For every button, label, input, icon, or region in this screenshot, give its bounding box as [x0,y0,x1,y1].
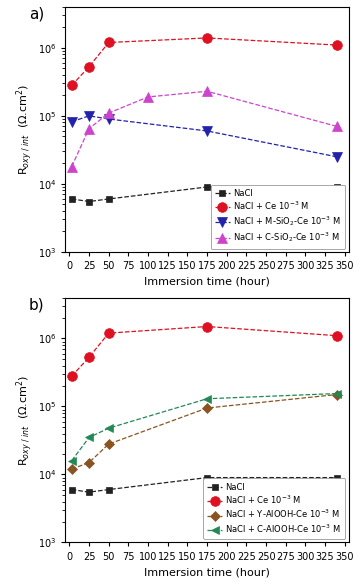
Line: NaCl + Ce 10$^{-3}$ M: NaCl + Ce 10$^{-3}$ M [67,322,342,381]
NaCl [205,183,209,190]
NaCl + Ce 10$^{-3}$ M [335,41,339,48]
NaCl + C-AlOOH-Ce 10$^{-3}$ M [87,434,91,441]
NaCl + Ce 10$^{-3}$ M [205,34,209,41]
NaCl + Y-AlOOH-Ce 10$^{-3}$ M [106,440,111,447]
NaCl [106,196,111,203]
Legend: NaCl, NaCl + Ce 10$^{-3}$ M, NaCl + M-SiO$_2$-Ce 10$^{-3}$ M, NaCl + C-SiO$_2$-C: NaCl, NaCl + Ce 10$^{-3}$ M, NaCl + M-Si… [211,185,345,249]
Y-axis label: R$_{oxy\ /\ int}$  ($\Omega$.cm$^2$): R$_{oxy\ /\ int}$ ($\Omega$.cm$^2$) [14,84,35,175]
NaCl [106,486,111,493]
Line: NaCl: NaCl [68,474,340,496]
NaCl + M-SiO$_2$-Ce 10$^{-3}$ M [106,116,111,123]
NaCl + M-SiO$_2$-Ce 10$^{-3}$ M [335,154,339,161]
Y-axis label: R$_{oxy\ /\ int}$  ($\Omega$.cm$^2$): R$_{oxy\ /\ int}$ ($\Omega$.cm$^2$) [14,374,35,465]
NaCl + Y-AlOOH-Ce 10$^{-3}$ M [87,459,91,466]
NaCl + Ce 10$^{-3}$ M [106,39,111,46]
NaCl + C-SiO$_2$-Ce 10$^{-3}$ M [146,93,150,100]
NaCl + Y-AlOOH-Ce 10$^{-3}$ M [70,465,74,472]
NaCl + C-AlOOH-Ce 10$^{-3}$ M [335,390,339,397]
NaCl [335,183,339,190]
NaCl [70,196,74,203]
Text: b): b) [29,298,44,312]
NaCl + Ce 10$^{-3}$ M [205,323,209,330]
NaCl + Ce 10$^{-3}$ M [87,63,91,70]
NaCl + M-SiO$_2$-Ce 10$^{-3}$ M [205,127,209,134]
NaCl [335,474,339,481]
NaCl [87,489,91,496]
NaCl [70,486,74,493]
NaCl [87,198,91,205]
NaCl + C-SiO$_2$-Ce 10$^{-3}$ M [106,110,111,117]
NaCl + Ce 10$^{-3}$ M [335,332,339,339]
NaCl + C-AlOOH-Ce 10$^{-3}$ M [106,425,111,432]
Line: NaCl + C-AlOOH-Ce 10$^{-3}$ M: NaCl + C-AlOOH-Ce 10$^{-3}$ M [68,390,341,465]
NaCl + Ce 10$^{-3}$ M [87,354,91,361]
Line: NaCl: NaCl [68,183,340,205]
NaCl + Ce 10$^{-3}$ M [70,373,74,380]
NaCl + C-SiO$_2$-Ce 10$^{-3}$ M [205,88,209,95]
NaCl + Ce 10$^{-3}$ M [70,82,74,89]
NaCl + C-AlOOH-Ce 10$^{-3}$ M [70,457,74,464]
Line: NaCl + M-SiO$_2$-Ce 10$^{-3}$ M: NaCl + M-SiO$_2$-Ce 10$^{-3}$ M [67,111,342,162]
Line: NaCl + Y-AlOOH-Ce 10$^{-3}$ M: NaCl + Y-AlOOH-Ce 10$^{-3}$ M [68,391,340,472]
Legend: NaCl, NaCl + Ce 10$^{-3}$ M, NaCl + Y-AlOOH-Ce 10$^{-3}$ M, NaCl + C-AlOOH-Ce 10: NaCl, NaCl + Ce 10$^{-3}$ M, NaCl + Y-Al… [203,478,345,539]
Line: NaCl + Ce 10$^{-3}$ M: NaCl + Ce 10$^{-3}$ M [67,33,342,91]
NaCl + C-SiO$_2$-Ce 10$^{-3}$ M [87,125,91,132]
NaCl + Ce 10$^{-3}$ M [106,329,111,336]
NaCl [205,474,209,481]
NaCl + C-SiO$_2$-Ce 10$^{-3}$ M [335,123,339,130]
Line: NaCl + C-SiO$_2$-Ce 10$^{-3}$ M: NaCl + C-SiO$_2$-Ce 10$^{-3}$ M [67,86,342,171]
NaCl + Y-AlOOH-Ce 10$^{-3}$ M [335,391,339,398]
X-axis label: Immersion time (hour): Immersion time (hour) [144,276,270,286]
NaCl + C-SiO$_2$-Ce 10$^{-3}$ M [70,163,74,170]
X-axis label: Immersion time (hour): Immersion time (hour) [144,567,270,577]
NaCl + M-SiO$_2$-Ce 10$^{-3}$ M [87,112,91,119]
Text: a): a) [29,7,44,22]
NaCl + Y-AlOOH-Ce 10$^{-3}$ M [205,405,209,412]
NaCl + M-SiO$_2$-Ce 10$^{-3}$ M [70,118,74,125]
NaCl + C-AlOOH-Ce 10$^{-3}$ M [205,395,209,402]
